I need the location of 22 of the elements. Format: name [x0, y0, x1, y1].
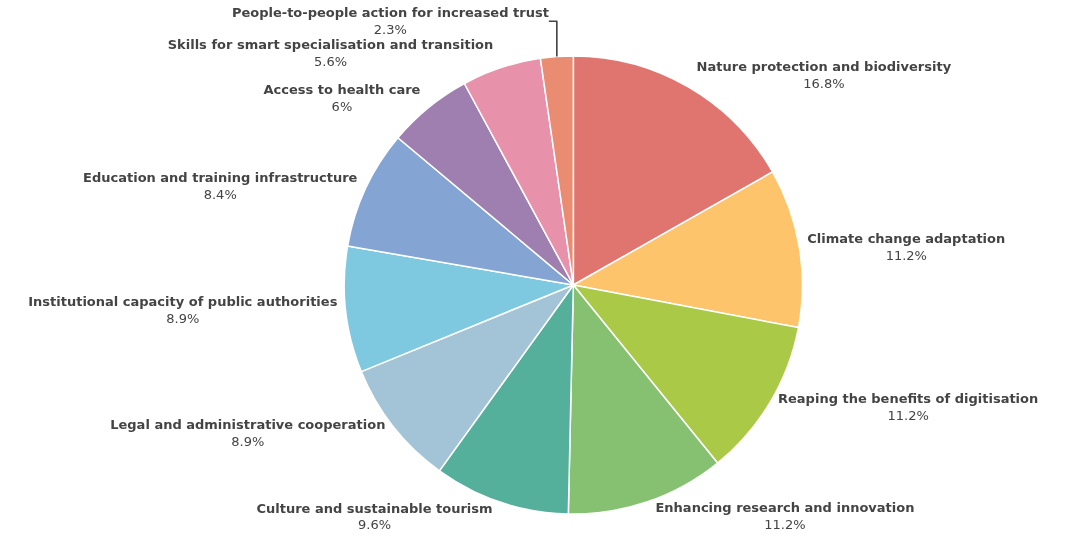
data-label: 11.2% [885, 247, 927, 263]
data-label: 2.3% [373, 22, 407, 38]
data-label: 5.6% [314, 54, 348, 70]
data-label: 9.6% [357, 517, 392, 533]
slice-label: Nature protection and biodiversity [696, 59, 952, 75]
slice-label: Culture and sustainable tourism [256, 500, 493, 516]
slice-label: Reaping the benefits of digitisation [778, 390, 1039, 406]
slice-label: People-to-people action for increased trust [231, 5, 549, 21]
data-label: 11.2% [887, 407, 929, 423]
slice-label: Enhancing research and innovation [655, 500, 915, 516]
slice-label: Skills for smart specialisation and transition [167, 37, 494, 53]
data-label: 11.2% [764, 516, 806, 532]
slice-label: Education and training infrastructure [83, 169, 358, 185]
data-label: 6% [331, 98, 353, 114]
data-label: 8.4% [203, 186, 237, 202]
slice-label: Access to health care [263, 81, 421, 97]
slice-label: Institutional capacity of public authorities [28, 293, 338, 309]
data-label: 8.9% [166, 310, 200, 326]
data-label: 16.8% [803, 76, 845, 92]
slice-label: Climate change adaptation [807, 231, 1006, 247]
slice-label: Legal and administrative cooperation [110, 416, 386, 432]
data-label: 8.9% [231, 433, 265, 449]
